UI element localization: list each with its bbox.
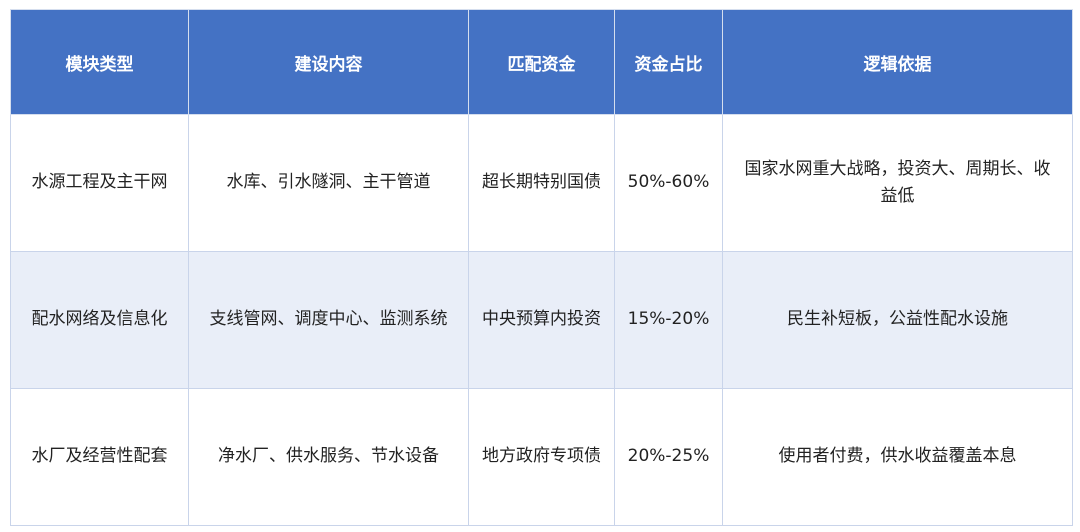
header-cell: 资金占比 <box>614 9 723 115</box>
table-row: 水厂及经营性配套 净水厂、供水服务、节水设备 地方政府专项债 20%-25% 使用者付费… <box>10 388 1073 526</box>
table-cell: 50%-60% <box>614 114 723 252</box>
table-cell: 配水网络及信息化 <box>10 251 189 389</box>
header-cell: 模块类型 <box>10 9 189 115</box>
table-cell: 支线管网、调度中心、监测系统 <box>188 251 469 389</box>
table-cell: 水源工程及主干网 <box>10 114 189 252</box>
table-cell: 国家水网重大战略，投资大、周期长、收益低 <box>722 114 1073 252</box>
table-cell: 民生补短板，公益性配水设施 <box>722 251 1073 389</box>
table-cell: 地方政府专项债 <box>468 388 615 526</box>
table-cell: 15%-20% <box>614 251 723 389</box>
table: 模块类型 建设内容 匹配资金 资金占比 逻辑依据 水源工程及主干网 水库、引水隧洞、主干管… <box>10 9 1073 526</box>
table-cell: 水库、引水隧洞、主干管道 <box>188 114 469 252</box>
table-cell: 净水厂、供水服务、节水设备 <box>188 388 469 526</box>
table-cell: 中央预算内投资 <box>468 251 615 389</box>
header-cell: 逻辑依据 <box>722 9 1073 115</box>
header-row: 模块类型 建设内容 匹配资金 资金占比 逻辑依据 <box>10 9 1073 115</box>
table-cell: 超长期特别国债 <box>468 114 615 252</box>
header-cell: 建设内容 <box>188 9 469 115</box>
table-cell: 水厂及经营性配套 <box>10 388 189 526</box>
table-body: 水源工程及主干网 水库、引水隧洞、主干管道 超长期特别国债 50%-60% 国家水网重大… <box>10 114 1073 526</box>
table-cell: 20%-25% <box>614 388 723 526</box>
table-row: 水源工程及主干网 水库、引水隧洞、主干管道 超长期特别国债 50%-60% 国家水网重大… <box>10 114 1073 252</box>
table-row: 配水网络及信息化 支线管网、调度中心、监测系统 中央预算内投资 15%-20% 民生补短… <box>10 251 1073 389</box>
table-cell: 使用者付费，供水收益覆盖本息 <box>722 388 1073 526</box>
header-cell: 匹配资金 <box>468 9 615 115</box>
